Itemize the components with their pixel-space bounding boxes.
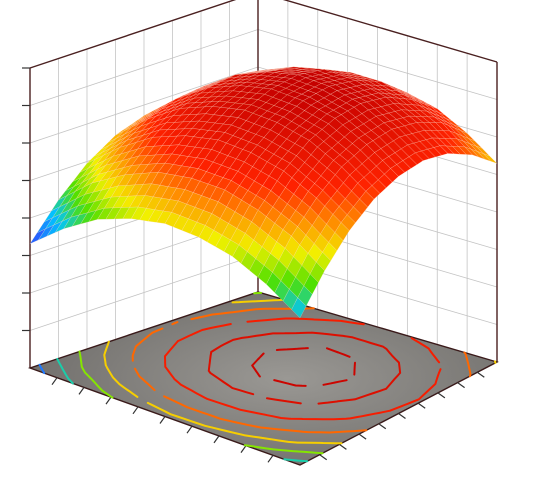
surface-patch: [396, 160, 412, 173]
axis-tick: [213, 435, 220, 444]
axis-tick: [378, 423, 387, 430]
box-edge: [29, 0, 498, 69]
surface-patch: [427, 147, 443, 158]
contour-line: [251, 347, 356, 387]
surface-patch: [309, 261, 325, 283]
surface-patch: [322, 241, 338, 262]
axis-tick: [339, 443, 347, 450]
axis-tick: [105, 396, 112, 405]
surface: [29, 66, 498, 319]
contour-line: [131, 307, 472, 434]
surface-patch: [445, 145, 461, 155]
axis-tick: [476, 371, 485, 378]
contour-line: [164, 317, 442, 421]
axis-tick: [417, 402, 426, 409]
axis-tick: [437, 392, 446, 399]
surface-patch: [464, 146, 479, 158]
axis-tick: [398, 413, 406, 419]
surface-patch: [291, 297, 307, 319]
contour-line: [103, 298, 497, 445]
surface-patch: [390, 164, 406, 177]
contour-line: [78, 291, 324, 455]
surface-patch: [303, 273, 319, 295]
surface-patch: [353, 198, 369, 216]
surface-patch: [414, 150, 430, 161]
axis-tick: [132, 406, 139, 415]
axis-tick: [457, 382, 465, 389]
axis-tick: [78, 387, 85, 395]
floor: [27, 291, 499, 466]
surface-patch: [315, 251, 332, 272]
axis-tick: [358, 433, 367, 440]
axis-tick: [51, 377, 58, 386]
surface-patch: [377, 173, 393, 189]
contour-line: [56, 357, 309, 463]
contour-line: [38, 363, 46, 375]
axis-tick: [267, 454, 274, 463]
axis-tick: [319, 454, 328, 461]
floor-plane: [27, 291, 499, 466]
contour-line: [207, 331, 402, 405]
surface-patch: [457, 146, 474, 156]
axis-tick: [186, 425, 193, 434]
surface-patch: [384, 168, 399, 183]
axis-tick: [159, 416, 166, 424]
surface-patch: [477, 151, 491, 162]
axis-tick: [240, 445, 247, 453]
surface-patch: [371, 179, 387, 194]
